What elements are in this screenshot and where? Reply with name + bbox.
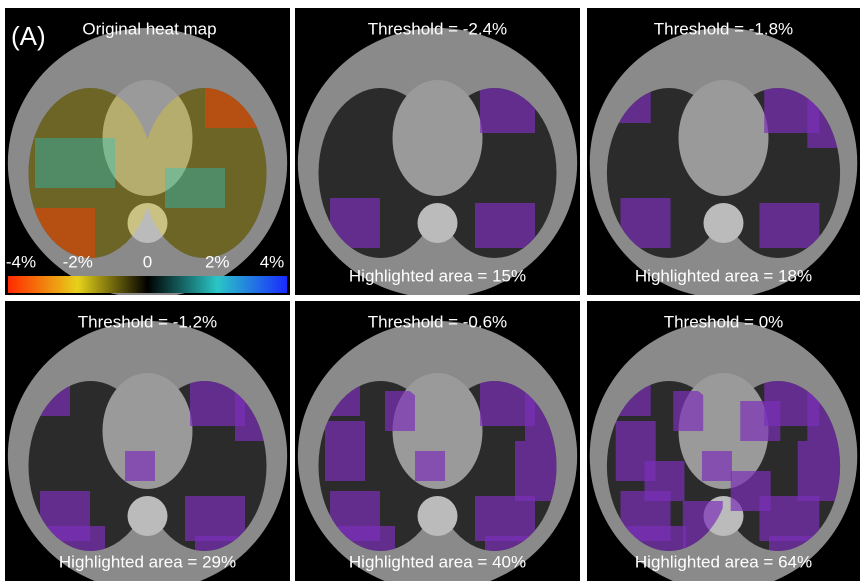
colorbar-tick-label: 0 — [143, 252, 152, 271]
spine — [418, 203, 458, 243]
panel-title: Original heat map — [82, 19, 216, 38]
highlight-patch — [125, 451, 155, 481]
panel-title: Threshold = -0.6% — [368, 312, 507, 331]
ct-image — [587, 301, 860, 581]
colorbar-tick-label: 4% — [260, 252, 285, 271]
panel: Threshold = -1.8% Highlighted area = 18% — [587, 8, 860, 298]
panel-caption: Highlighted area = 15% — [349, 266, 526, 285]
highlight-patch — [702, 451, 732, 481]
panel: Threshold = 0% Highlighted area = 64% — [587, 301, 860, 581]
heat-patch — [165, 168, 225, 208]
figure-label: (A) — [11, 21, 46, 51]
spine — [704, 203, 744, 243]
highlight-patch — [759, 203, 819, 248]
panel: Threshold = -1.2% Highlighted area = 29% — [5, 301, 290, 581]
colorbar-tick-label: 2% — [205, 252, 230, 271]
figure: Original heat map (A) -4% -2% 0 2% 4% Threshold… — [0, 0, 862, 581]
highlight-patch — [731, 471, 771, 511]
panel: Threshold = -0.6% Highlighted area = 40% — [295, 301, 580, 581]
panel-caption: Highlighted area = 40% — [349, 552, 526, 571]
highlight-patch — [644, 461, 684, 501]
panel-title: Threshold = -1.8% — [654, 19, 793, 38]
heat-patch — [35, 138, 115, 188]
colorbar-tick-label: -4% — [6, 252, 36, 271]
ct-image — [5, 301, 290, 581]
spine — [418, 496, 458, 536]
heart — [393, 80, 483, 196]
panel-title: Threshold = -2.4% — [368, 19, 507, 38]
ct-image — [587, 8, 860, 298]
colorbar — [8, 276, 287, 293]
heart — [679, 80, 769, 196]
panel: Original heat map (A) -4% -2% 0 2% 4% — [5, 8, 290, 298]
panel-caption: Highlighted area = 18% — [635, 266, 812, 285]
highlight-patch — [475, 496, 535, 541]
highlight-patch — [185, 496, 245, 541]
colorbar-tick-label: -2% — [63, 252, 93, 271]
ct-image — [295, 8, 580, 298]
panel-caption: Highlighted area = 64% — [635, 552, 812, 571]
highlight-patch — [385, 391, 415, 431]
spine — [128, 496, 168, 536]
highlight-patch — [325, 421, 365, 481]
highlight-patch — [415, 451, 445, 481]
highlight-patch — [475, 203, 535, 248]
panel-caption: Highlighted area = 29% — [59, 552, 236, 571]
ct-image — [295, 301, 580, 581]
highlight-patch — [673, 391, 703, 431]
highlight-patch — [740, 401, 780, 441]
panel-title: Threshold = -1.2% — [78, 312, 217, 331]
panel-title: Threshold = 0% — [664, 312, 784, 331]
panel: Threshold = -2.4% Highlighted area = 15% — [295, 8, 580, 298]
